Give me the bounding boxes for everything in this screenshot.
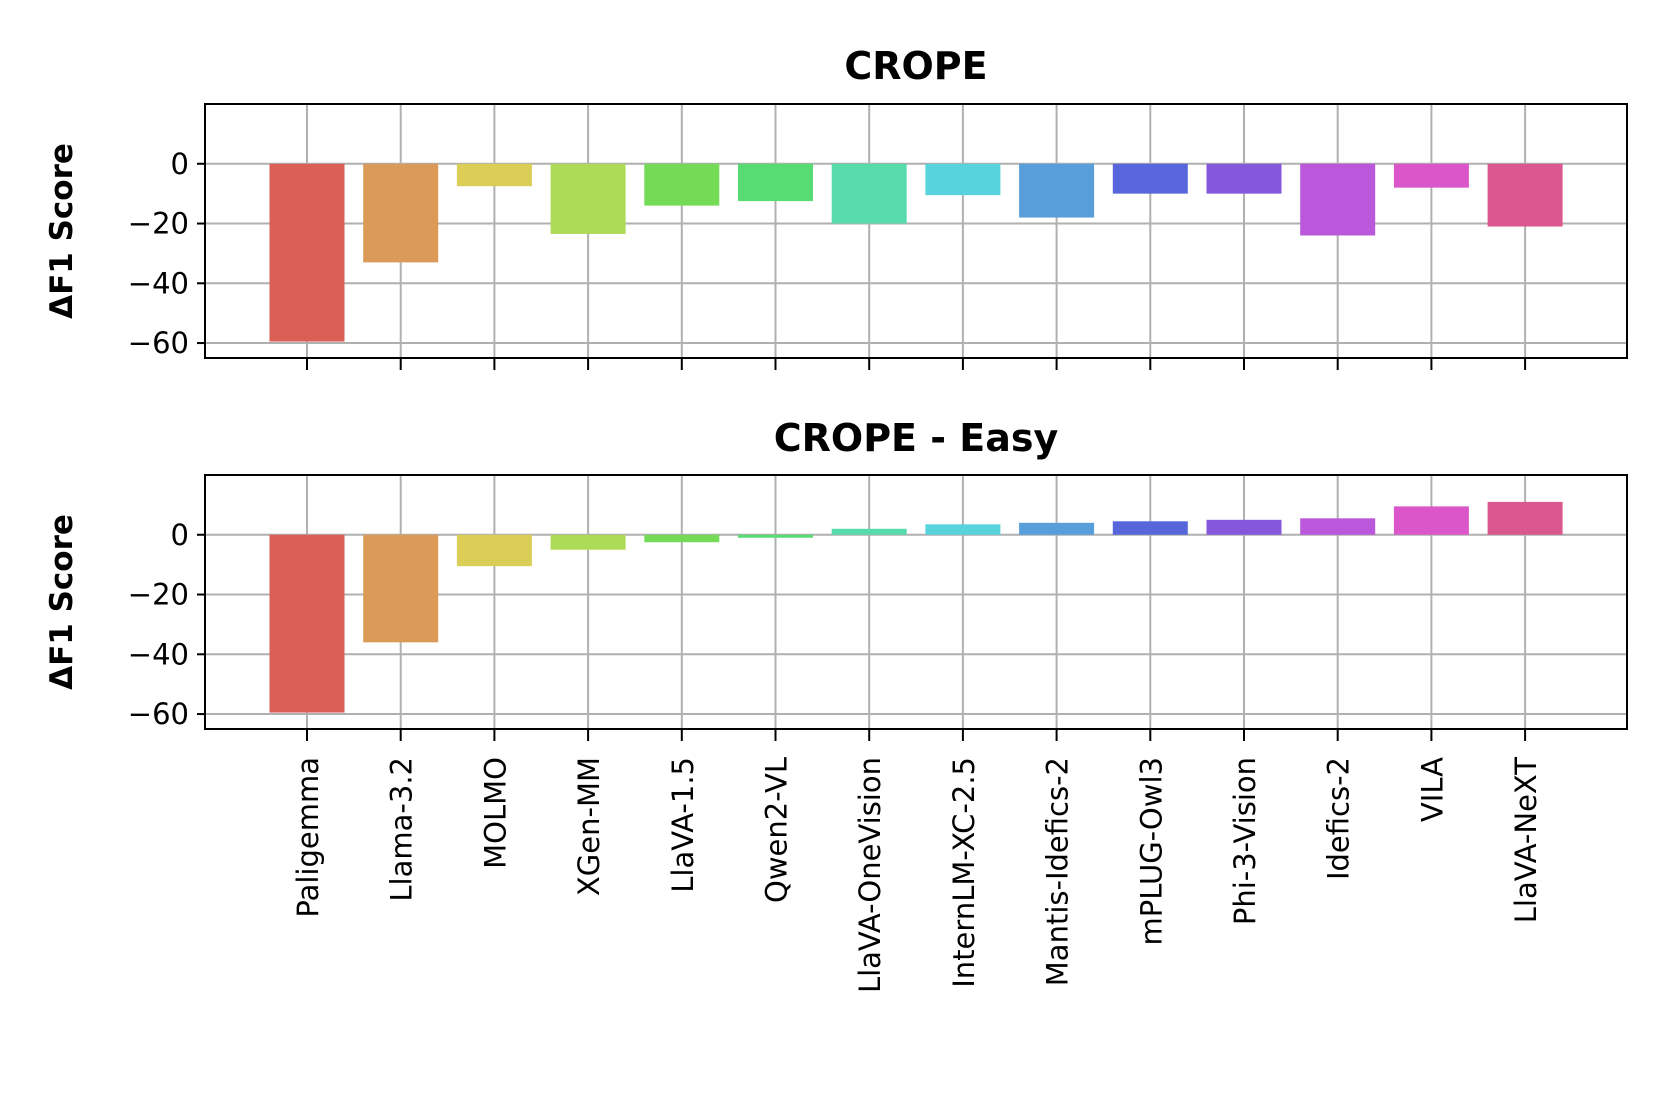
y-axis-label: ΔF1 Score	[44, 143, 80, 319]
x-tick-label: Idefics-2	[1322, 757, 1356, 880]
x-tick-label: LlaVA-NeXT	[1509, 757, 1543, 924]
bar-llava-1-5	[644, 534, 720, 543]
bar-xgen-mm	[550, 163, 626, 234]
bar-phi-3-vision	[1206, 519, 1282, 535]
x-tick-label: Paligemma	[291, 757, 325, 918]
bar-mplug-owl3	[1112, 163, 1188, 194]
bar-paligemma	[269, 534, 345, 713]
bar-qwen2-vl	[738, 534, 813, 538]
bar-llava-next	[1487, 501, 1563, 535]
y-tick-label: −40	[128, 266, 189, 300]
x-tick-label: VILA	[1415, 757, 1449, 822]
x-tick-label: Qwen2-VL	[760, 757, 794, 903]
plot-frame	[204, 103, 1628, 359]
bar-llava-1-5	[644, 163, 720, 206]
bar-mantis-idefics-2	[1019, 163, 1095, 218]
bar-llava-next	[1487, 163, 1563, 227]
x-tick-label: MOLMO	[478, 757, 512, 869]
bar-paligemma	[269, 163, 345, 342]
y-tick-label: −60	[128, 697, 189, 731]
x-tick-label: InternLM-XC-2.5	[947, 757, 981, 988]
x-tick-label: LlaVA-1.5	[666, 757, 700, 893]
plot-frame	[204, 474, 1628, 730]
chart-title: CROPE	[844, 44, 987, 88]
bar-phi-3-vision	[1206, 163, 1282, 194]
x-tick-label: Llama-3.2	[385, 757, 419, 902]
y-tick-label: −20	[128, 207, 189, 241]
bar-qwen2-vl	[738, 163, 813, 202]
bar-llama-3-2	[363, 534, 439, 643]
bar-llama-3-2	[363, 163, 439, 263]
bar-mplug-owl3	[1112, 521, 1188, 535]
bar-llava-onevision	[831, 163, 907, 224]
chart-panel-1: 0 −20 −40 −60 CROPE ΔF1 Score	[44, 44, 1628, 370]
x-tick-label: Phi-3-Vision	[1228, 757, 1262, 925]
bar-vila	[1393, 163, 1469, 188]
y-tick-label: −20	[128, 578, 189, 612]
y-tick-label: 0	[171, 518, 189, 552]
chart-panel-2: 0 −20 −40 −60 Paligemma Llama-3.2 MOLMO XGen-MM…	[44, 416, 1628, 993]
bar-molmo	[456, 163, 532, 187]
bar-internlm-xc-2-5	[925, 524, 1001, 535]
x-tick-label: XGen-MM	[572, 757, 606, 896]
bar-llava-onevision	[831, 528, 907, 535]
y-tick-label: 0	[171, 147, 189, 181]
y-tick-label: −60	[128, 326, 189, 360]
bar-mantis-idefics-2	[1019, 522, 1095, 535]
chart-title: CROPE - Easy	[774, 416, 1059, 460]
bar-internlm-xc-2-5	[925, 163, 1001, 196]
y-axis-label: ΔF1 Score	[44, 514, 80, 690]
y-tick-label: −40	[128, 637, 189, 671]
x-tick-label: LlaVA-OneVision	[853, 757, 887, 993]
bar-molmo	[456, 534, 532, 567]
x-tick-label: Mantis-Idefics-2	[1041, 757, 1075, 986]
x-tick-label: mPLUG-Owl3	[1134, 757, 1168, 945]
bar-vila	[1393, 506, 1469, 535]
bar-idefics-2	[1300, 518, 1376, 535]
bar-idefics-2	[1300, 163, 1376, 236]
bar-xgen-mm	[550, 534, 626, 550]
